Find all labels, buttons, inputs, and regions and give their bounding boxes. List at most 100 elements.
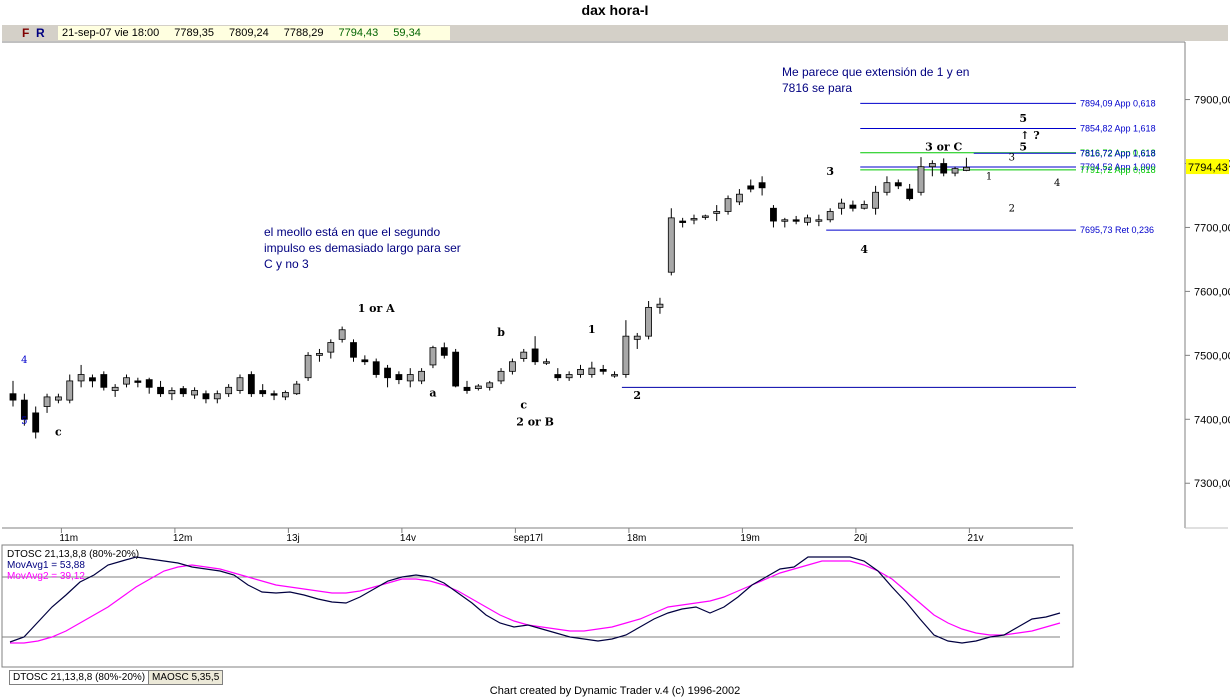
candle-body bbox=[486, 382, 494, 388]
candle-body bbox=[690, 218, 698, 221]
osc-movavg1-line bbox=[9, 556, 1061, 644]
tab-maosc[interactable]: MAOSC 5,35,5 bbox=[148, 670, 224, 685]
price-tick-label: 7400,00 bbox=[1194, 414, 1230, 426]
candle-body bbox=[111, 386, 119, 391]
candle-body bbox=[145, 379, 153, 388]
time-tick-label: 21v bbox=[967, 533, 983, 544]
wave-label: 5 bbox=[1019, 112, 1027, 125]
wave-label: c bbox=[55, 425, 62, 438]
price-tick-label: 7300,00 bbox=[1194, 478, 1230, 490]
candle-body bbox=[157, 386, 164, 395]
oscillator-frame bbox=[1, 544, 1074, 668]
candle-body bbox=[520, 351, 528, 359]
tab-dtosc[interactable]: DTOSC 21,13,8,8 (80%-20%) bbox=[9, 670, 150, 685]
time-tick-label: 18m bbox=[627, 533, 646, 544]
note-line: impulso es demasiado largo para ser bbox=[264, 241, 461, 255]
level-label: 7791,72 App 0,618 bbox=[1080, 165, 1156, 175]
candle-body bbox=[577, 369, 584, 375]
candle-body bbox=[815, 219, 823, 222]
candle-body bbox=[350, 342, 357, 358]
candle-body bbox=[497, 370, 505, 382]
candle-body bbox=[917, 166, 925, 193]
wave-label: 3 bbox=[826, 165, 834, 178]
candle-body bbox=[701, 215, 709, 218]
candle-body bbox=[872, 191, 879, 209]
candle-body bbox=[724, 198, 732, 212]
candle-body bbox=[770, 207, 777, 222]
candle-body bbox=[531, 348, 539, 363]
time-tick-label: 19m bbox=[740, 533, 759, 544]
candle-body bbox=[134, 380, 142, 383]
chart-title: dax hora-I bbox=[581, 2, 649, 18]
time-tick-label: 20j bbox=[854, 533, 867, 544]
candle-body bbox=[667, 217, 675, 273]
candle-body bbox=[429, 347, 437, 366]
candle-body bbox=[928, 163, 936, 168]
wave-label: 4 bbox=[860, 243, 868, 256]
time-tick-label: 14v bbox=[400, 533, 416, 544]
wave-label: 4 bbox=[1054, 178, 1060, 189]
candle-body bbox=[281, 392, 289, 398]
candle-body bbox=[418, 370, 426, 382]
wave-label: 5 bbox=[21, 416, 27, 427]
candle-body bbox=[384, 367, 391, 379]
candle-body bbox=[236, 377, 244, 391]
wave-label: 2 bbox=[1009, 203, 1015, 214]
candle-body bbox=[554, 374, 562, 379]
candle-body bbox=[77, 374, 85, 382]
price-tick-label: 7700,00 bbox=[1194, 222, 1230, 234]
candle-body bbox=[860, 204, 868, 209]
quote-bar: F R 21-sep-07 vie 18:00 7789,35 7809,24 778… bbox=[2, 25, 1228, 41]
wave-label: ↑ ? bbox=[1020, 129, 1040, 142]
osc-legend-item: DTOSC 21,13,8,8 (80%-20%) bbox=[7, 549, 139, 560]
candle-body bbox=[781, 219, 789, 222]
candle-body bbox=[463, 386, 471, 391]
wave-label: 2 bbox=[633, 389, 641, 402]
candle-body bbox=[304, 354, 312, 379]
candle-body bbox=[327, 342, 335, 353]
candle-body bbox=[293, 383, 301, 395]
candle-body bbox=[736, 193, 743, 203]
r-button[interactable]: R bbox=[36, 26, 45, 40]
note-line: Me parece que extensión de 1 y en bbox=[782, 65, 969, 79]
candle-body bbox=[963, 166, 970, 171]
candle-body bbox=[633, 335, 641, 340]
candle-body bbox=[338, 329, 346, 340]
candle-body bbox=[622, 335, 630, 375]
level-label: 7816,72 App 0,618 bbox=[1080, 148, 1156, 158]
indicator-tabs: DTOSC 21,13,8,8 (80%-20%) MAOSC 5,35,5 bbox=[0, 669, 1230, 685]
candle-body bbox=[588, 367, 596, 375]
last-price-label: 7794,43 bbox=[1188, 162, 1228, 174]
candle-body bbox=[940, 163, 948, 174]
chart-axes: 7300,007400,007500,007600,007700,007800,… bbox=[2, 41, 1230, 544]
candle-body bbox=[66, 380, 74, 401]
osc-movavg2-line bbox=[10, 560, 1061, 644]
candle-body bbox=[259, 390, 267, 395]
text-notes: el meollo está en que el segundo impulso … bbox=[264, 65, 969, 271]
quote-change: 59,34 bbox=[393, 27, 421, 39]
level-label: 7894,09 App 0,618 bbox=[1080, 98, 1156, 108]
f-button[interactable]: F bbox=[22, 26, 30, 40]
candle-body bbox=[179, 388, 187, 395]
time-tick-label: sep17l bbox=[513, 533, 542, 544]
candle-body bbox=[474, 385, 482, 389]
candle-body bbox=[804, 217, 811, 223]
candle-body bbox=[747, 185, 755, 190]
quote-low: 7788,29 bbox=[283, 27, 324, 39]
quote-date: 21-sep-07 vie 18:00 bbox=[62, 27, 160, 39]
candle-body bbox=[883, 182, 891, 193]
candle-body bbox=[270, 393, 278, 396]
candle-body bbox=[826, 211, 834, 221]
price-chart[interactable]: 7300,007400,007500,007600,007700,007800,… bbox=[0, 0, 1230, 669]
candle-body bbox=[123, 377, 130, 385]
wave-label: a bbox=[429, 386, 436, 399]
candle-body bbox=[168, 390, 176, 395]
level-label: 7854,82 App 1,618 bbox=[1080, 123, 1156, 133]
price-tick-label: 7500,00 bbox=[1194, 350, 1230, 362]
wave-label: 1 bbox=[986, 171, 992, 182]
candle-body bbox=[452, 351, 460, 387]
candle-body bbox=[372, 361, 380, 375]
wave-label: 1 bbox=[588, 323, 596, 336]
osc-legend-item: MovAvg2 = 39,12 bbox=[7, 571, 85, 582]
